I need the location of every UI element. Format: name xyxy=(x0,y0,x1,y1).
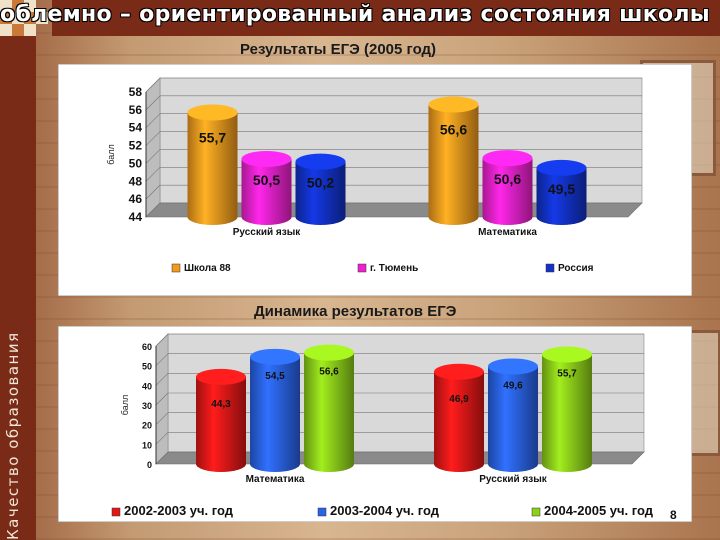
bar-top xyxy=(434,363,484,380)
y-tick-label: 46 xyxy=(129,192,143,206)
legend-label: Россия xyxy=(558,263,594,274)
bar-value-label: 49,6 xyxy=(503,380,523,391)
legend-label: Школа 88 xyxy=(184,263,231,274)
gridline xyxy=(145,77,161,93)
legend-swatch xyxy=(545,263,555,273)
bar xyxy=(295,161,346,225)
bar-value-label: 44,3 xyxy=(211,399,231,410)
y-tick-label: 40 xyxy=(142,381,152,391)
x-category-label: Математика xyxy=(246,474,305,485)
chart1-title: Результаты ЕГЭ (2005 год) xyxy=(240,41,437,58)
bar-top xyxy=(196,368,246,385)
bar-top xyxy=(250,348,300,365)
gridline xyxy=(145,149,161,164)
legend-swatch xyxy=(357,263,367,273)
y-tick-label: 44 xyxy=(129,210,143,224)
y-tick-label: 54 xyxy=(129,121,143,135)
bar xyxy=(250,356,300,472)
bar xyxy=(187,112,238,225)
legend-label: 2003-2004 уч. год xyxy=(330,503,440,518)
y-tick-label: 50 xyxy=(129,156,143,170)
x-category-label: Русский язык xyxy=(233,227,302,238)
gridline xyxy=(155,432,169,445)
x-category-label: Русский язык xyxy=(479,474,548,485)
y-tick-label: 0 xyxy=(147,460,152,470)
chart2-title: Динамика результатов ЕГЭ xyxy=(254,303,457,320)
bar xyxy=(482,158,533,225)
bar-value-label: 55,7 xyxy=(557,368,577,379)
bar-top xyxy=(428,96,479,113)
gridline xyxy=(145,131,161,146)
bar xyxy=(488,366,538,472)
page-number: 8 xyxy=(670,508,677,522)
gridline xyxy=(155,392,169,406)
logo xyxy=(0,0,52,40)
bar-value-label: 50,5 xyxy=(253,172,280,188)
gridline xyxy=(155,451,169,465)
y-tick-label: 20 xyxy=(142,421,152,431)
bar-top xyxy=(187,104,238,121)
chart2-panel: 0 10 20 30 40 50 60 балл 44,3 54,5 56,6 Математика 4… xyxy=(58,326,692,522)
side-label: Качество образования xyxy=(4,331,22,540)
gridline xyxy=(145,202,161,218)
legend-swatch xyxy=(531,507,541,517)
bar xyxy=(304,352,354,472)
bar-top xyxy=(542,346,592,363)
y-tick-label: 60 xyxy=(142,342,152,352)
bar xyxy=(542,354,592,472)
bar-top xyxy=(488,358,538,375)
gridline xyxy=(155,353,169,366)
gridline xyxy=(155,333,169,347)
y-tick-label: 30 xyxy=(142,401,152,411)
chart1-svg: 44 46 48 50 52 54 56 58 балл 55,7 50,5 50,2 Русский … xyxy=(58,64,692,296)
y-tick-label: 52 xyxy=(129,139,143,153)
y-tick-label: 56 xyxy=(129,103,143,117)
bar-top xyxy=(536,159,587,176)
y-axis-label: балл xyxy=(120,395,130,415)
bar-value-label: 50,2 xyxy=(307,175,334,191)
bar-value-label: 56,6 xyxy=(319,367,339,378)
legend-swatch xyxy=(111,507,121,517)
bar-value-label: 50,6 xyxy=(494,171,521,187)
bar-top xyxy=(482,150,533,167)
y-tick-label: 50 xyxy=(142,362,152,372)
bar-value-label: 56,6 xyxy=(440,122,467,138)
side-bar: Качество образования xyxy=(0,0,36,540)
legend-swatch xyxy=(317,507,327,517)
bar-value-label: 49,5 xyxy=(548,181,575,197)
bar-value-label: 46,9 xyxy=(449,394,469,405)
gridline xyxy=(145,167,161,182)
bar xyxy=(196,376,246,472)
y-tick-label: 10 xyxy=(142,440,152,450)
legend-swatch xyxy=(171,263,181,273)
gridline xyxy=(145,184,161,200)
legend-label: 2004-2005 уч. год xyxy=(544,503,654,518)
chart2-svg: 0 10 20 30 40 50 60 балл 44,3 54,5 56,6 Математика 4… xyxy=(58,326,692,522)
bar xyxy=(428,104,479,225)
chart-side-wall xyxy=(145,77,161,218)
bar xyxy=(241,158,292,225)
y-axis-label: балл xyxy=(106,144,116,164)
x-category-label: Математика xyxy=(478,227,537,238)
legend-label: 2002-2003 уч. год xyxy=(124,503,234,518)
gridline xyxy=(145,113,161,128)
bar-value-label: 55,7 xyxy=(199,130,226,146)
gridline xyxy=(155,412,169,425)
y-tick-label: 48 xyxy=(129,174,143,188)
gridline xyxy=(145,95,161,111)
bar-top xyxy=(304,344,354,361)
chart1-panel: 44 46 48 50 52 54 56 58 балл 55,7 50,5 50,2 Русский … xyxy=(58,64,692,296)
bar xyxy=(434,371,484,472)
bar-top xyxy=(295,153,346,170)
header-bar: Проблемно – ориентированный анализ состо… xyxy=(0,0,720,36)
legend-label: г. Тюмень xyxy=(370,263,418,274)
gridline xyxy=(155,373,169,386)
y-tick-label: 58 xyxy=(129,85,143,99)
bar xyxy=(536,167,587,225)
bar-value-label: 54,5 xyxy=(265,371,285,382)
slide-title: Проблемно – ориентированный анализ состо… xyxy=(0,2,710,27)
bar-top xyxy=(241,150,292,167)
